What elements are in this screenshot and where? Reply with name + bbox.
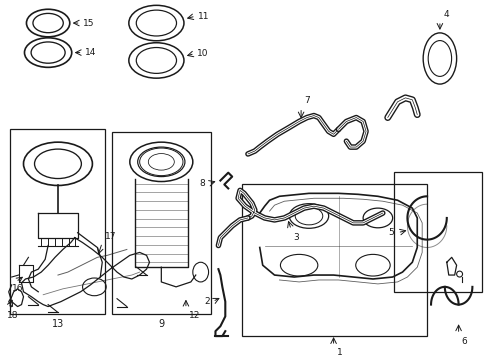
Text: 4: 4 bbox=[443, 10, 448, 19]
Text: 17: 17 bbox=[105, 231, 117, 240]
Text: 16: 16 bbox=[12, 284, 23, 293]
Text: 7: 7 bbox=[304, 96, 309, 105]
Text: 10: 10 bbox=[196, 49, 208, 58]
Text: 6: 6 bbox=[461, 337, 467, 346]
Text: 3: 3 bbox=[293, 233, 298, 242]
Text: 13: 13 bbox=[52, 319, 64, 329]
Text: 14: 14 bbox=[84, 48, 96, 57]
Text: 2: 2 bbox=[203, 297, 209, 306]
Text: 18: 18 bbox=[7, 311, 18, 320]
Bar bbox=[10, 129, 105, 314]
Text: 1: 1 bbox=[336, 348, 342, 357]
Bar bbox=[393, 172, 481, 292]
Text: 9: 9 bbox=[158, 319, 164, 329]
Text: 12: 12 bbox=[188, 311, 200, 320]
Bar bbox=[112, 132, 210, 314]
Text: 5: 5 bbox=[387, 228, 393, 237]
Text: 15: 15 bbox=[82, 19, 94, 28]
Text: 8: 8 bbox=[200, 179, 205, 188]
Text: 11: 11 bbox=[197, 12, 209, 21]
Bar bbox=[242, 184, 426, 336]
